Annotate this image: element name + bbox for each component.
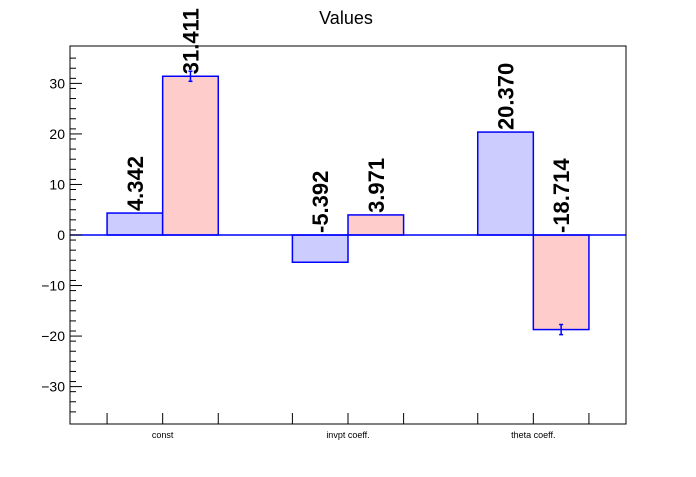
bar-s1-1 <box>291 234 349 263</box>
x-category-label: theta coeff. <box>511 430 555 440</box>
chart-title: Values <box>319 8 373 28</box>
y-tick-label: 20 <box>49 126 65 142</box>
y-axis: −30 −20 −10 0 10 20 30 <box>41 57 82 413</box>
y-tick-label: −10 <box>41 278 65 294</box>
bar-label-s1-1: -5.392 <box>308 171 333 233</box>
y-tick-label: −20 <box>41 328 65 344</box>
bar-s2-1 <box>347 214 405 236</box>
y-tick-label: −30 <box>41 379 65 395</box>
error-bar-s2-2 <box>559 323 564 336</box>
x-category-label: invpt coeff. <box>326 430 369 440</box>
bar-label-s2-1: 3.971 <box>364 158 389 213</box>
bar-s2-2 <box>532 234 590 331</box>
bar-s2-0 <box>161 75 220 236</box>
error-bar-s2-0 <box>188 70 193 83</box>
bar-label-s1-2: 20.370 <box>494 63 519 130</box>
bar-label-s1-0: 4.342 <box>123 156 148 211</box>
x-axis: const invpt coeff. theta coeff. <box>106 413 590 440</box>
bar-label-s2-0: 31.411 <box>178 8 203 74</box>
bar-label-s2-2: -18.714 <box>549 158 574 233</box>
bar-labels-group: 4.342 -5.392 20.370 31.411 3.971 -18.714 <box>123 8 574 233</box>
x-category-label: const <box>152 430 174 440</box>
error-bars-group <box>188 70 564 336</box>
bar-s1-2 <box>476 131 535 236</box>
bar-s1-0 <box>106 212 164 236</box>
y-tick-label: 0 <box>57 227 65 243</box>
y-tick-label: 10 <box>49 176 65 192</box>
y-tick-label: 30 <box>49 75 65 91</box>
